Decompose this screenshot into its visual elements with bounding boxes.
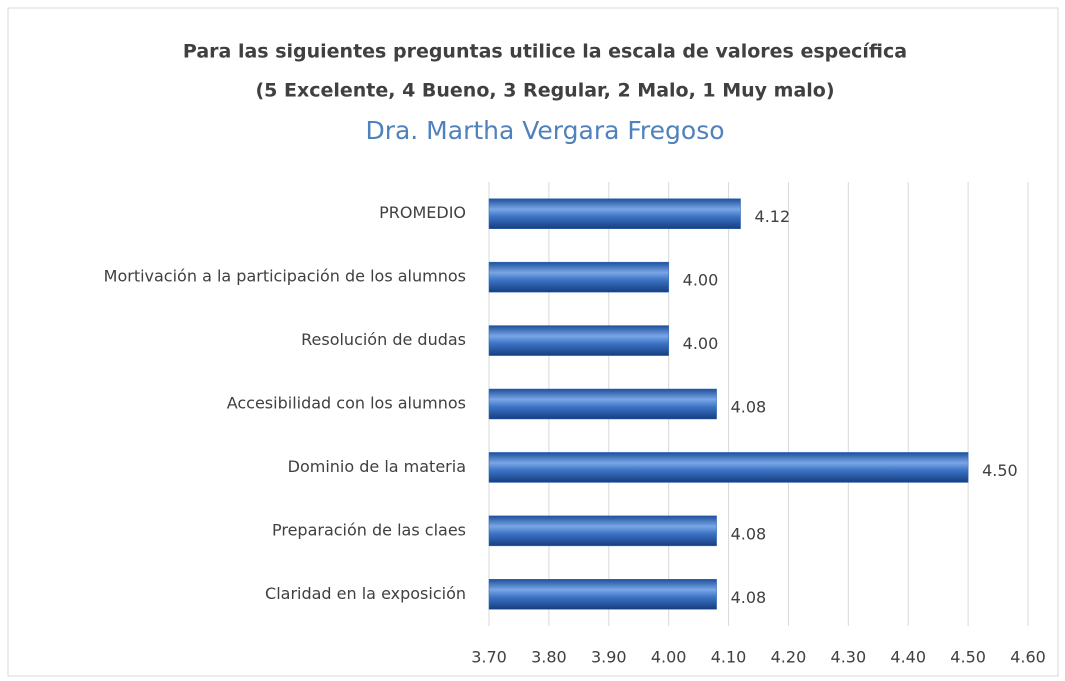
x-tick-label: 4.60 [1010, 648, 1046, 667]
x-tick-label: 4.20 [771, 648, 807, 667]
y-tick-label: Claridad en la exposición [265, 584, 466, 603]
x-tick-label: 4.00 [651, 648, 687, 667]
bar [488, 388, 717, 420]
value-label: 4.50 [982, 461, 1018, 480]
bar [488, 198, 741, 229]
x-tick-label: 3.90 [591, 648, 627, 667]
bar [488, 515, 717, 547]
value-label: 4.00 [683, 271, 719, 290]
y-tick-label: Dominio de la materia [288, 457, 466, 476]
x-tick-label: 4.10 [711, 648, 747, 667]
value-label: 4.08 [731, 398, 767, 417]
y-tick-label: PROMEDIO [379, 203, 466, 222]
y-tick-label: Mortivación a la participación de los al… [104, 267, 466, 286]
y-tick-label: Resolución de dudas [301, 330, 466, 349]
chart-title: Para las siguientes preguntas utilice la… [183, 41, 907, 63]
x-tick-label: 3.80 [531, 648, 567, 667]
x-tick-label: 4.30 [831, 648, 867, 667]
chart-heading: Dra. Martha Vergara Fregoso [365, 116, 724, 145]
x-tick-label: 4.40 [890, 648, 926, 667]
bar [488, 579, 717, 610]
value-label: 4.08 [731, 524, 767, 543]
value-label: 4.12 [755, 207, 791, 226]
bar [488, 452, 969, 483]
bar [488, 261, 669, 293]
bar [488, 325, 669, 356]
y-tick-label: Accesibilidad con los alumnos [227, 394, 466, 413]
x-tick-label: 4.50 [950, 648, 986, 667]
y-tick-label: Preparación de las claes [272, 520, 466, 539]
x-tick-label: 3.70 [471, 648, 507, 667]
chart-subtitle: (5 Excelente, 4 Bueno, 3 Regular, 2 Malo… [255, 80, 834, 102]
value-label: 4.00 [683, 334, 719, 353]
value-label: 4.08 [731, 588, 767, 607]
